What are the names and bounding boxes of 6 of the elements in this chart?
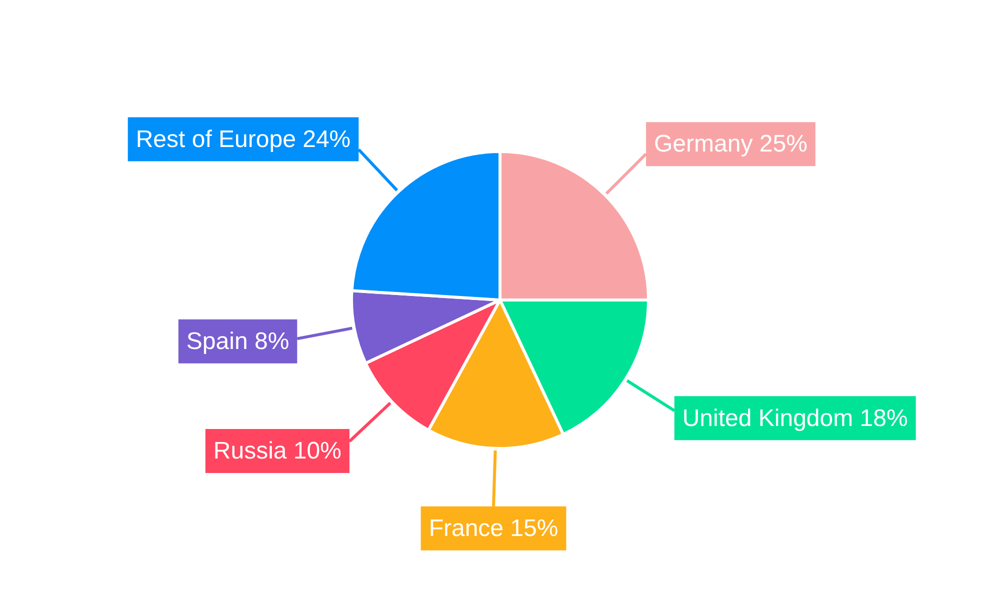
slice-label: Rest of Europe 24% [136,126,351,153]
slice-label: Germany 25% [654,130,808,158]
slice-label: United Kingdom 18% [682,404,908,432]
slice-label: Spain 8% [186,328,290,355]
slice-label: France 15% [428,515,558,542]
slice-label: Russia 10% [213,438,342,465]
